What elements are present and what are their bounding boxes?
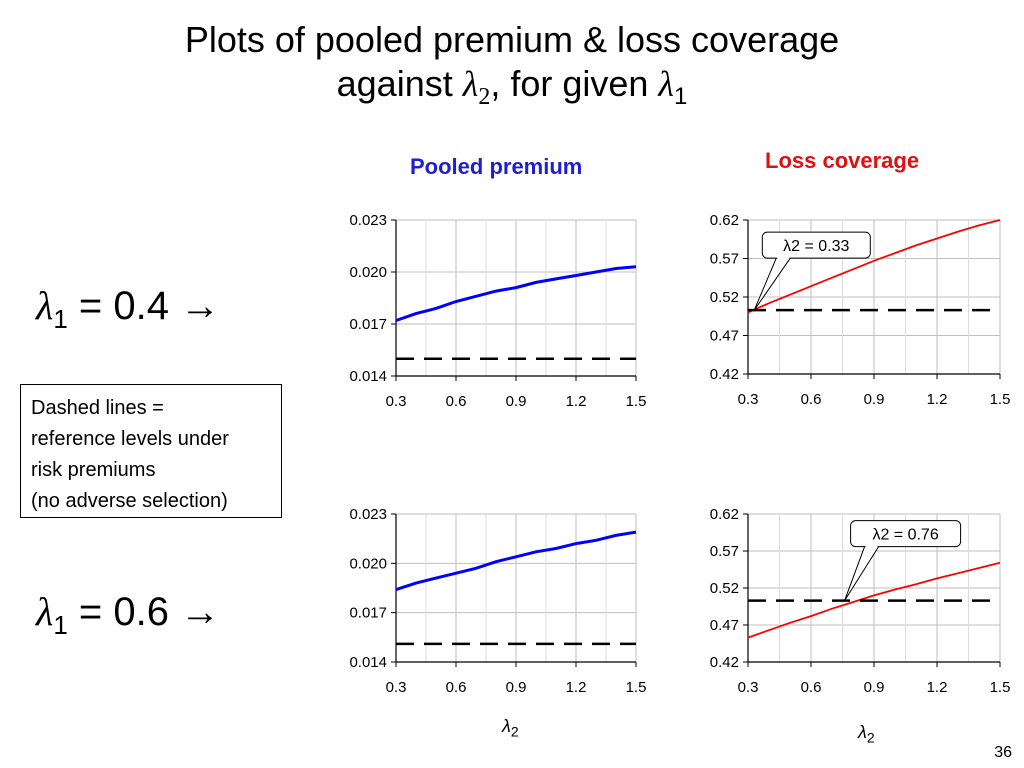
row-label-value: = 0.4 → [67,284,221,328]
note-line: reference levels under [31,428,229,450]
loss-coverage-heading: Loss coverage [765,148,920,173]
y-tick-label: 0.47 [710,617,739,634]
y-tick-label: 0.017 [349,605,387,622]
x-tick-label: 1.2 [927,679,948,696]
x-tick-label: 0.6 [801,679,822,696]
x-tick-label: 1.5 [626,393,647,410]
title-for-given: , for given [490,63,659,104]
pooled-premium-chart-lambda1-0-4: 0.014 0.017 0.020 0.023 0.3 0.6 0.9 1.2 1.5 [349,212,646,410]
row-label-lambda: λ [36,589,54,634]
pooled-premium-chart-lambda1-0-6: 0.014 0.017 0.020 0.023 0.3 0.6 0.9 1.2 1.5 [349,506,646,696]
title-lambda-1: λ [658,64,674,104]
y-tick-label: 0.023 [349,506,387,523]
callout-label: λ2 = 0.76 [872,527,938,544]
series-line [747,561,1001,639]
y-tick-label: 0.014 [349,368,387,385]
y-tick-label: 0.42 [710,654,739,671]
note-line: risk premiums [31,459,156,481]
x-tick-label: 0.6 [446,393,467,410]
x-tick-label: 0.9 [864,679,885,696]
series-line [395,265,637,322]
x-tick-label: 0.6 [446,679,467,696]
y-tick-label: 0.62 [710,212,739,229]
note-line: (no adverse selection) [31,490,228,512]
y-tick-label: 0.47 [710,328,739,345]
loss-coverage-chart-lambda1-0-6: 0.42 0.47 0.52 0.57 0.62 0.3 0.6 0.9 1.2 1.5 λ2 = … [710,506,1011,696]
callout-label: λ2 = 0.33 [783,238,849,255]
title-line-2: against λ2, for given λ1 [0,62,1024,119]
x-tick-label: 1.2 [566,393,587,410]
row-label-value: = 0.6 → [67,590,221,634]
title-lambda-2: λ [462,64,479,104]
x-tick-label: 0.3 [738,679,759,696]
x-axis-sub: 2 [866,729,875,746]
title-sub-1: 1 [674,83,688,111]
x-tick-label: 1.2 [566,679,587,696]
series-line [395,530,637,592]
x-tick-label: 0.9 [506,393,527,410]
x-tick-label: 0.9 [506,679,527,696]
y-tick-label: 0.57 [710,543,739,560]
y-tick-label: 0.52 [710,580,739,597]
callout-box [850,520,962,548]
y-tick-label: 0.023 [349,212,387,229]
note-line: Dashed lines = [31,397,164,419]
row-label-lambda-0-6: λ1 = 0.6 → [36,588,220,641]
row-label-lambda: λ [36,283,54,328]
callout-box [761,231,871,259]
y-tick-label: 0.017 [349,316,387,333]
title-sub-2: 2 [478,84,491,111]
x-tick-label: 0.3 [386,393,407,410]
x-tick-label: 1.5 [990,391,1011,408]
slide-title: Plots of pooled premium & loss coverage … [0,18,1024,119]
x-tick-label: 1.5 [990,679,1011,696]
x-axis-label-left: λ2 [502,716,519,740]
x-tick-label: 0.3 [386,679,407,696]
y-tick-label: 0.52 [710,289,739,306]
row-label-sub: 1 [53,610,68,640]
x-tick-label: 0.3 [738,391,759,408]
title-line-1: Plots of pooled premium & loss coverage [184,19,840,60]
loss-coverage-chart-lambda1-0-4: 0.42 0.47 0.52 0.57 0.62 0.3 0.6 0.9 1.2 1.5 λ2 = … [710,212,1011,408]
x-tick-label: 1.5 [626,679,647,696]
series-line [747,219,1001,314]
y-tick-label: 0.62 [710,506,739,523]
dashed-lines-note: Dashed lines = reference levels under ri… [20,384,282,518]
x-tick-label: 0.9 [864,391,885,408]
row-label-sub: 1 [53,304,68,334]
x-axis-sub: 2 [510,723,519,740]
pooled-premium-heading: Pooled premium [410,154,583,179]
x-axis-symbol: λ [502,716,511,736]
title-against: against [336,63,463,104]
y-tick-label: 0.42 [710,366,739,383]
row-label-lambda-0-4: λ1 = 0.4 → [36,282,220,335]
callout-pointer [753,257,791,311]
x-tick-label: 1.2 [927,391,948,408]
y-tick-label: 0.020 [349,264,387,281]
x-tick-label: 0.6 [801,391,822,408]
y-tick-label: 0.57 [710,251,739,268]
x-axis-symbol: λ [858,722,867,742]
page-number: 36 [994,744,1012,761]
y-tick-label: 0.014 [349,654,387,671]
y-tick-label: 0.020 [349,555,387,572]
x-axis-label-right: λ2 [858,722,875,746]
callout-pointer [844,546,880,601]
